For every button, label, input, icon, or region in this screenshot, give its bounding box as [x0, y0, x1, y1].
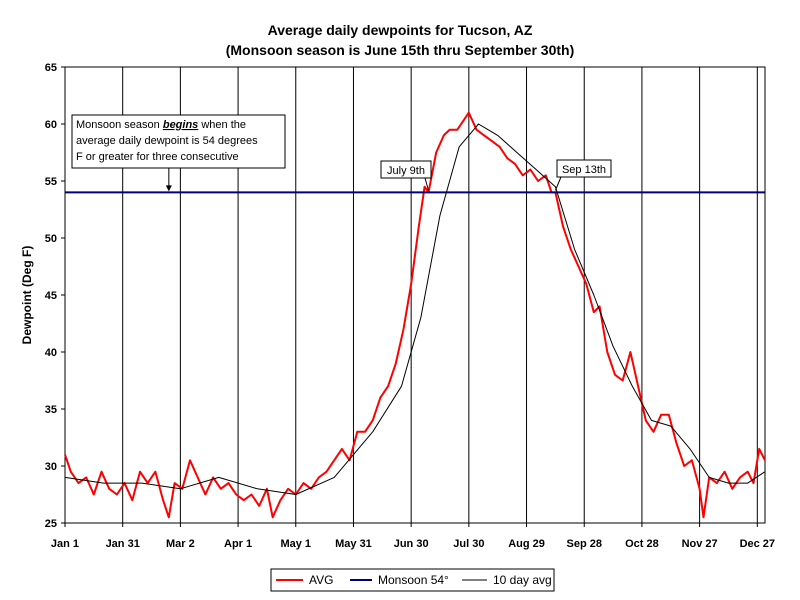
- y-axis: 25 30 35 40 45 50 55 60 65: [45, 62, 65, 530]
- x-tick-label: May 31: [335, 538, 372, 550]
- x-axis: Jan 1 Jan 31 Mar 2 Apr 1 May 1 May 31 Jun 30 Ju…: [51, 523, 775, 550]
- x-tick-label: Dec 27: [740, 538, 775, 550]
- monsoon-definition-text: when the: [198, 119, 246, 131]
- y-tick-label: 35: [45, 404, 57, 416]
- chart-subtitle: (Monsoon season is June 15th thru Septem…: [226, 42, 575, 58]
- monsoon-definition-line: F or greater for three consecutive: [76, 151, 239, 163]
- annotation-layer: Monsoon season begins when the average da…: [71, 114, 612, 192]
- y-tick-label: 65: [45, 62, 57, 74]
- y-tick-label: 50: [45, 233, 57, 245]
- july-9th-callout-label: July 9th: [387, 165, 425, 177]
- x-tick-label: Nov 27: [682, 538, 718, 550]
- legend-label: 10 day avg: [493, 573, 552, 587]
- avg-series-line: [64, 111, 766, 519]
- x-tick-label: Oct 28: [625, 538, 659, 550]
- y-tick-label: 55: [45, 176, 57, 188]
- legend-label: Monsoon 54°: [378, 573, 449, 587]
- legend-label: AVG: [309, 573, 333, 587]
- y-tick-label: 40: [45, 347, 57, 359]
- x-tick-label: Mar 2: [166, 538, 195, 550]
- x-tick-label: Jan 1: [51, 538, 79, 550]
- sep-13th-callout-label: Sep 13th: [562, 164, 606, 176]
- july-9th-callout-pointer: [424, 177, 429, 191]
- annotation-arrowhead: [165, 185, 172, 192]
- x-tick-label: Sep 28: [566, 538, 601, 550]
- x-tick-label: Jun 30: [394, 538, 429, 550]
- monsoon-definition-box: [71, 114, 286, 169]
- y-tick-label: 60: [45, 119, 57, 131]
- x-tick-label: Jul 30: [453, 538, 484, 550]
- y-tick-label: 25: [45, 518, 57, 530]
- series-layer: [64, 111, 766, 519]
- x-tick-label: Apr 1: [224, 538, 252, 550]
- sep-13th-callout-box: [556, 159, 612, 178]
- y-tick-label: 45: [45, 290, 57, 302]
- legend: AVG Monsoon 54° 10 day avg: [270, 568, 555, 592]
- monsoon-definition-emphasis: begins: [163, 119, 198, 131]
- sep-13th-callout-pointer: [554, 176, 562, 191]
- x-tick-label: Aug 29: [508, 538, 545, 550]
- chart-title: Average daily dewpoints for Tucson, AZ: [268, 22, 533, 38]
- monsoon-definition-line: Monsoon season begins when the: [76, 119, 246, 131]
- legend-box: [270, 568, 555, 592]
- y-tick-label: 30: [45, 461, 57, 473]
- monsoon-definition-text: Monsoon season: [76, 119, 163, 131]
- monsoon-definition-line: average daily dewpoint is 54 degrees: [76, 135, 258, 147]
- x-tick-label: Jan 31: [106, 538, 140, 550]
- y-axis-label: Dewpoint (Deg F): [20, 246, 34, 345]
- july-9th-callout-box: [380, 160, 432, 179]
- ten-day-avg-line: [64, 123, 766, 495]
- x-tick-label: May 1: [280, 538, 311, 550]
